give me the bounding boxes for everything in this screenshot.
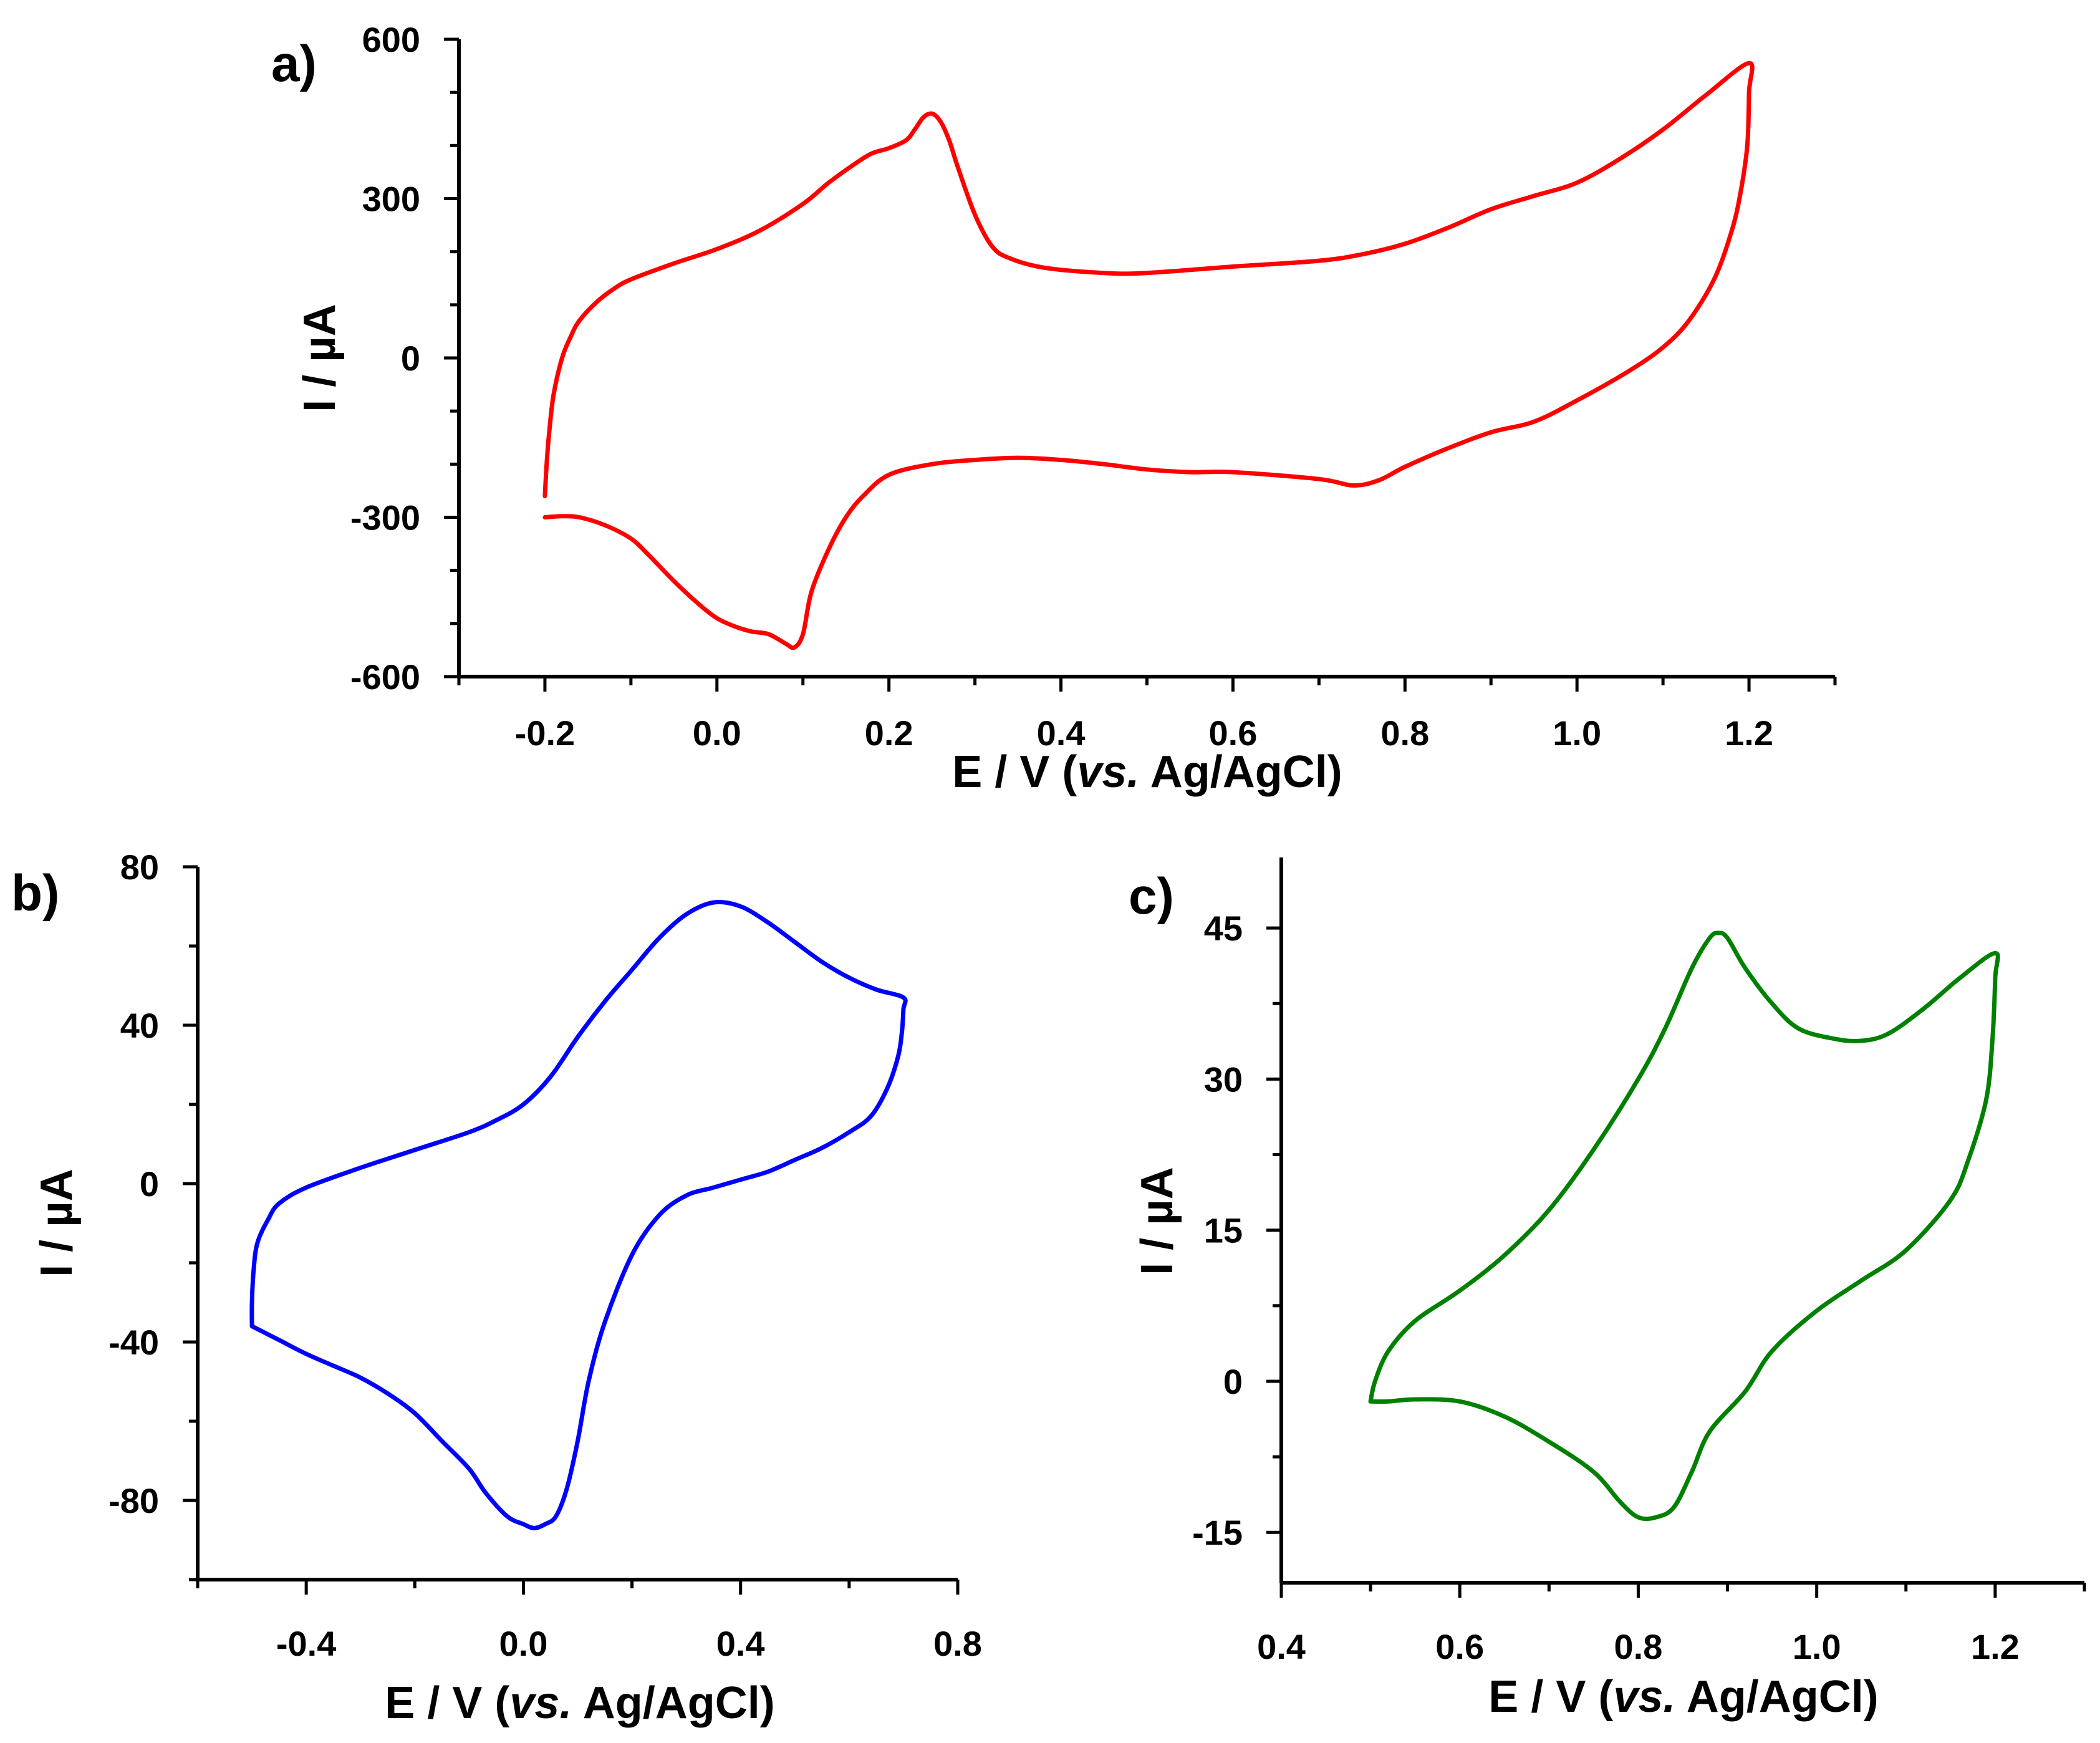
- x-tick-label: -0.2: [515, 713, 576, 753]
- x-tick-label: 0.0: [693, 713, 741, 753]
- x-axis-title: E / V (vs. Ag/AgCl): [952, 747, 1342, 797]
- cv-curve: [542, 60, 1755, 650]
- y-tick-label: 30: [1204, 1060, 1243, 1099]
- panel-label: a): [271, 36, 317, 92]
- y-tick-label: 15: [1204, 1211, 1243, 1250]
- x-tick-label: 0.2: [865, 713, 913, 753]
- x-tick-label: 1.0: [1793, 1627, 1841, 1666]
- y-tick-label: 300: [362, 180, 420, 219]
- y-axis-title: I / µA: [295, 304, 345, 412]
- panel-c: 0.4 0.6 0.8 1.0 1.2 -15 0 15 30 45 E / V (vs. Ag/A…: [1129, 857, 2086, 1722]
- cv-curve: [1368, 930, 2000, 1522]
- y-tick-label: -600: [350, 657, 420, 697]
- y-axis-title: I / µA: [32, 1169, 82, 1277]
- x-tick-label: 0.8: [1380, 713, 1429, 753]
- x-tick-label: 1.2: [1725, 713, 1773, 753]
- x-tick-label: 1.2: [1971, 1627, 2020, 1666]
- x-tick-label: -0.4: [276, 1624, 337, 1663]
- x-tick-label: 0.6: [1435, 1627, 1484, 1666]
- panel-b: -0.4 0.0 0.4 0.8 -80 -40 0 40 80 E / V (vs. Ag/Ag…: [11, 847, 982, 1728]
- y-tick-label: -15: [1192, 1513, 1243, 1552]
- x-tick-label: 0.6: [1209, 713, 1258, 753]
- x-tick-label: 0.8: [1614, 1627, 1663, 1666]
- y-tick-label: -80: [108, 1481, 159, 1520]
- x-tick-label: 0.4: [716, 1624, 765, 1663]
- y-tick-label: 0: [1223, 1362, 1243, 1401]
- x-axis-title: E / V (vs. Ag/AgCl): [1488, 1672, 1878, 1722]
- panel-a: -0.2 0.0 0.2 0.4 0.6 0.8 1.0 1.2 -600 -300 0 300 600…: [271, 20, 1837, 797]
- y-axis-title: I / µA: [1132, 1167, 1182, 1275]
- x-tick-label: 0.8: [933, 1624, 982, 1663]
- cv-curve: [249, 900, 908, 1530]
- x-tick-label: 0.4: [1257, 1627, 1306, 1666]
- y-tick-label: 0: [140, 1164, 159, 1204]
- y-tick-label: 80: [120, 847, 159, 887]
- x-tick-label: 0.4: [1037, 713, 1086, 753]
- y-tick-label: 0: [401, 339, 420, 378]
- panel-label: b): [11, 865, 59, 922]
- panel-label: c): [1129, 868, 1174, 925]
- y-tick-label: -40: [108, 1323, 159, 1362]
- x-tick-label: 1.0: [1553, 713, 1601, 753]
- y-tick-label: 600: [362, 20, 420, 59]
- x-axis-title: E / V (vs. Ag/AgCl): [385, 1678, 774, 1728]
- y-tick-label: 40: [120, 1006, 159, 1045]
- x-tick-label: 0.0: [499, 1624, 547, 1663]
- y-tick-label: -300: [350, 498, 420, 538]
- y-tick-label: 45: [1204, 909, 1243, 948]
